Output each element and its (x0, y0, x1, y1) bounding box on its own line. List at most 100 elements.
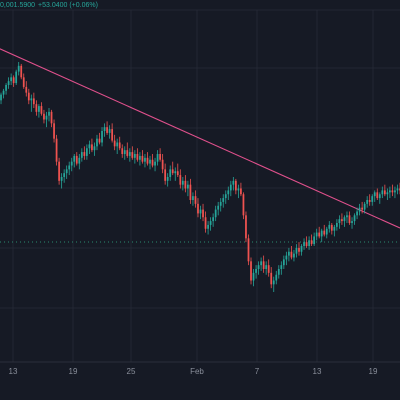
candle[interactable] (91, 138, 93, 153)
candle[interactable] (83, 146, 86, 160)
candle[interactable] (217, 201, 220, 216)
candle[interactable] (346, 211, 348, 224)
candle[interactable] (333, 224, 336, 237)
candle[interactable] (396, 184, 399, 195)
candle[interactable] (288, 247, 290, 262)
candle[interactable] (116, 138, 119, 154)
candle[interactable] (179, 169, 182, 189)
candle[interactable] (30, 94, 33, 112)
candle[interactable] (149, 155, 151, 170)
candle[interactable] (63, 169, 66, 183)
candle[interactable] (128, 148, 131, 162)
candle[interactable] (12, 75, 15, 87)
candle[interactable] (60, 173, 63, 189)
candle[interactable] (277, 265, 280, 279)
candle[interactable] (262, 255, 265, 273)
candle[interactable] (275, 270, 278, 285)
candle[interactable] (70, 157, 73, 172)
candle[interactable] (144, 154, 146, 168)
candle[interactable] (335, 219, 338, 231)
candle[interactable] (197, 198, 199, 218)
candle[interactable] (209, 217, 212, 231)
trendline[interactable] (0, 48, 400, 229)
candle[interactable] (78, 154, 81, 170)
candle[interactable] (139, 152, 141, 166)
candle[interactable] (126, 142, 129, 158)
candle[interactable] (53, 119, 55, 143)
candle[interactable] (73, 154, 76, 168)
candle[interactable] (305, 236, 308, 248)
candle[interactable] (5, 83, 7, 95)
candle[interactable] (373, 190, 376, 202)
candle[interactable] (108, 125, 111, 139)
candle[interactable] (240, 182, 242, 197)
candle[interactable] (199, 205, 202, 220)
candle[interactable] (325, 226, 328, 239)
candle[interactable] (227, 186, 230, 200)
candle[interactable] (131, 146, 134, 160)
candle[interactable] (214, 205, 217, 222)
candle[interactable] (50, 109, 53, 128)
candle[interactable] (290, 246, 293, 260)
candle[interactable] (154, 157, 156, 172)
candle[interactable] (17, 62, 20, 76)
candle[interactable] (320, 228, 323, 243)
candle[interactable] (338, 215, 341, 229)
candle[interactable] (101, 127, 103, 147)
candle[interactable] (166, 173, 169, 187)
candle[interactable] (315, 228, 318, 241)
candle[interactable] (111, 123, 114, 143)
candle[interactable] (255, 265, 257, 279)
candle[interactable] (280, 261, 283, 275)
candle[interactable] (358, 203, 361, 216)
candle[interactable] (285, 251, 288, 266)
candle[interactable] (98, 132, 101, 145)
candle[interactable] (32, 92, 35, 108)
candle[interactable] (174, 167, 177, 181)
candle[interactable] (45, 111, 48, 128)
candle[interactable] (361, 201, 364, 214)
candle[interactable] (48, 108, 50, 122)
candle[interactable] (93, 142, 96, 156)
candle[interactable] (260, 257, 263, 271)
candle[interactable] (300, 244, 303, 256)
candles[interactable] (0, 62, 400, 292)
candle[interactable] (237, 184, 240, 199)
candle[interactable] (2, 88, 5, 99)
candle[interactable] (257, 261, 260, 275)
candle[interactable] (38, 104, 40, 118)
candle[interactable] (295, 244, 298, 258)
candle[interactable] (389, 186, 391, 199)
candle[interactable] (22, 73, 25, 89)
candle[interactable] (222, 194, 225, 208)
candle[interactable] (313, 232, 316, 246)
candle[interactable] (212, 213, 215, 227)
candle[interactable] (386, 188, 389, 201)
candle[interactable] (27, 88, 30, 105)
candle[interactable] (43, 109, 45, 124)
candle[interactable] (298, 242, 300, 256)
candle[interactable] (202, 203, 204, 222)
candle[interactable] (141, 150, 144, 164)
candle[interactable] (232, 177, 235, 191)
candle[interactable] (96, 134, 98, 151)
candle[interactable] (328, 221, 331, 233)
candle[interactable] (171, 161, 174, 176)
candle[interactable] (207, 221, 209, 235)
candle[interactable] (35, 100, 38, 116)
candle[interactable] (85, 144, 88, 160)
candle[interactable] (161, 154, 164, 174)
candle[interactable] (40, 102, 43, 116)
candle[interactable] (15, 69, 18, 85)
candle[interactable] (341, 213, 343, 225)
candle[interactable] (318, 226, 321, 239)
candle[interactable] (10, 73, 13, 86)
candle[interactable] (0, 92, 2, 105)
candle[interactable] (265, 261, 268, 275)
candle[interactable] (293, 249, 295, 262)
candle[interactable] (310, 234, 313, 247)
candle[interactable] (106, 121, 108, 135)
candle[interactable] (184, 175, 187, 193)
candle[interactable] (194, 190, 197, 208)
